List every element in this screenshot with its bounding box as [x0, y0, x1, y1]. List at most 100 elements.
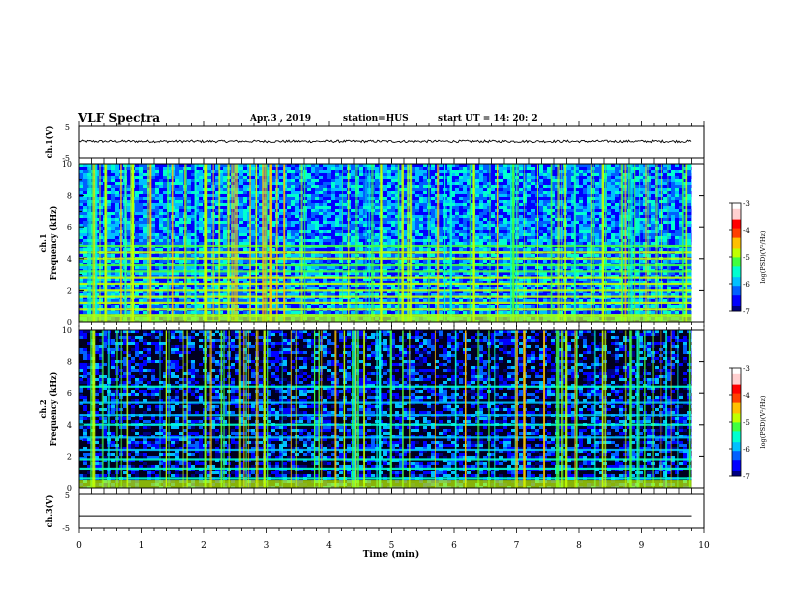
spec-cell — [415, 272, 419, 275]
spec-cell — [339, 179, 343, 182]
spec-cell — [139, 191, 143, 194]
spec-cell — [307, 188, 311, 191]
spec-cell — [223, 203, 227, 206]
spec-cell — [83, 305, 87, 308]
spec-cell — [87, 236, 91, 239]
spec-cell — [115, 230, 119, 233]
spec-cell — [279, 221, 283, 224]
spec-cell — [111, 293, 115, 296]
spec-cell — [175, 284, 179, 287]
spec-cell — [87, 275, 91, 278]
spec-cell — [423, 215, 427, 218]
spec-cell — [319, 176, 323, 179]
spec-cell — [175, 293, 179, 296]
spec-cell — [359, 230, 363, 233]
spec-cell — [351, 305, 355, 308]
spec-cell — [431, 248, 435, 251]
spec-cell — [439, 197, 443, 200]
spec-cell — [99, 212, 103, 215]
spec-cell — [311, 194, 315, 197]
spec-cell — [143, 194, 147, 197]
spec-cell — [215, 206, 219, 209]
spec-cell — [143, 209, 147, 212]
spec-cell — [451, 254, 455, 257]
spec-cell — [307, 278, 311, 281]
spec-cell — [83, 167, 87, 170]
spec-cell — [163, 188, 167, 191]
spec-cell — [267, 242, 271, 245]
spec-cell — [315, 287, 319, 290]
spec-cell — [199, 218, 203, 221]
spec-cell — [311, 239, 315, 242]
spec-cell — [127, 206, 131, 209]
spec-cell — [99, 230, 103, 233]
spec-cell — [135, 188, 139, 191]
spec-cell — [395, 215, 399, 218]
spec-cell — [243, 212, 247, 215]
spec-cell — [151, 260, 155, 263]
spec-cell — [383, 272, 387, 275]
spec-cell — [147, 200, 151, 203]
spec-cell — [251, 209, 255, 212]
spec-cell — [403, 272, 407, 275]
spec-cell — [415, 254, 419, 257]
spec-cell — [259, 218, 263, 221]
spec-cell — [435, 293, 439, 296]
spec-cell — [195, 194, 199, 197]
spec-cell — [399, 206, 403, 209]
spec-cell — [195, 281, 199, 284]
spec-cell — [223, 191, 227, 194]
spec-cell — [83, 215, 87, 218]
spec-cell — [139, 221, 143, 224]
spec-cell — [391, 275, 395, 278]
spec-cell — [135, 272, 139, 275]
spec-cell — [263, 287, 267, 290]
spec-cell — [375, 221, 379, 224]
spec-cell — [343, 194, 347, 197]
spec-cell — [319, 227, 323, 230]
spec-cell — [343, 254, 347, 257]
spec-cell — [151, 272, 155, 275]
spec-cell — [79, 170, 83, 173]
spec-cell — [383, 164, 387, 167]
spec-cell — [395, 176, 399, 179]
spec-cell — [375, 272, 379, 275]
spec-cell — [451, 218, 455, 221]
spec-cell — [295, 194, 299, 197]
spec-cell — [263, 188, 267, 191]
spec-cell — [191, 164, 195, 167]
spec-cell — [259, 305, 263, 308]
spec-cell — [155, 224, 159, 227]
spec-cell — [187, 299, 191, 302]
spec-cell — [107, 287, 111, 290]
spec-cell — [455, 167, 459, 170]
spec-cell — [195, 200, 199, 203]
spec-cell — [403, 281, 407, 284]
spec-cell — [207, 188, 211, 191]
spec-cell — [375, 179, 379, 182]
spec-cell — [351, 188, 355, 191]
spec-cell — [191, 233, 195, 236]
spec-cell — [351, 185, 355, 188]
spec-cell — [135, 179, 139, 182]
spec-cell — [79, 215, 83, 218]
spec-cell — [267, 290, 271, 293]
spec-cell — [415, 188, 419, 191]
spec-cell — [423, 272, 427, 275]
spec-cell — [175, 299, 179, 302]
spec-cell — [135, 242, 139, 245]
spec-cell — [247, 284, 251, 287]
spec-cell — [331, 173, 335, 176]
spec-cell — [175, 254, 179, 257]
spec-cell — [279, 200, 283, 203]
spec-cell — [263, 233, 267, 236]
spec-cell — [439, 221, 443, 224]
spec-cell — [263, 191, 267, 194]
spec-cell — [291, 221, 295, 224]
spec-cell — [315, 215, 319, 218]
spec-cell — [339, 254, 343, 257]
spec-cell — [339, 281, 343, 284]
spec-cell — [143, 200, 147, 203]
spec-cell — [323, 167, 327, 170]
